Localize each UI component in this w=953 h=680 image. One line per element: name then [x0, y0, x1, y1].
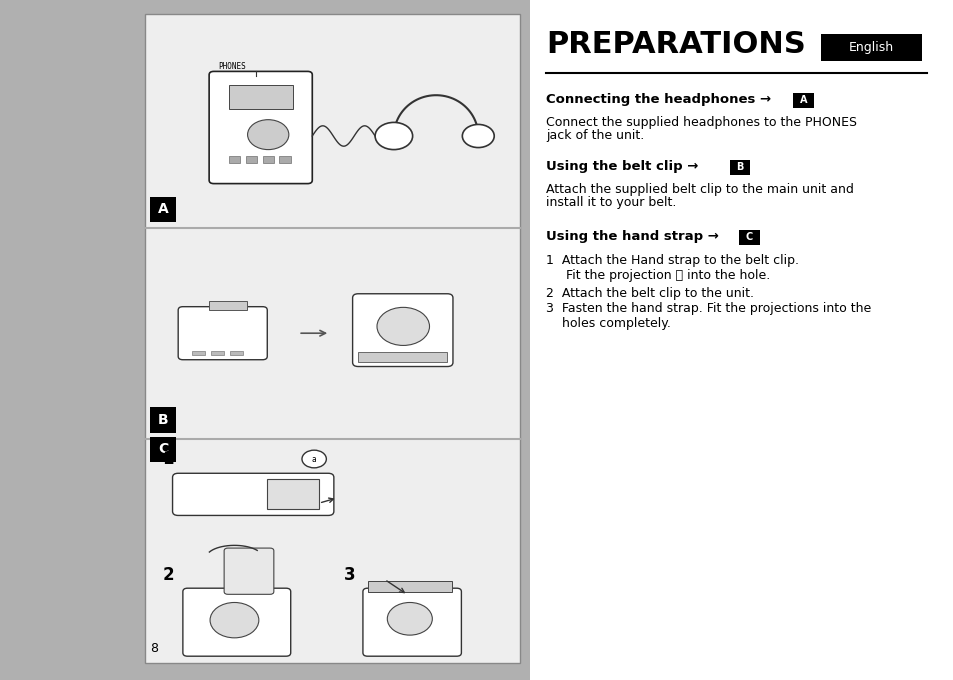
Text: Using the hand strap →: Using the hand strap → [545, 230, 722, 243]
Text: 1  Attach the Hand strap to the belt clip.: 1 Attach the Hand strap to the belt clip… [545, 254, 798, 267]
Bar [150, 197, 176, 222]
Circle shape [462, 124, 494, 148]
Text: PREPARATIONS: PREPARATIONS [545, 30, 804, 58]
Circle shape [387, 602, 432, 635]
Bar [739, 230, 759, 245]
FancyBboxPatch shape [172, 473, 334, 515]
FancyBboxPatch shape [183, 588, 291, 656]
Text: C: C [158, 443, 168, 456]
Text: Fit the projection ⓐ into the hole.: Fit the projection ⓐ into the hole. [545, 269, 769, 282]
Text: PHONES: PHONES [218, 62, 246, 71]
Text: 3  Fasten the hand strap. Fit the projections into the: 3 Fasten the hand strap. Fit the project… [545, 302, 870, 316]
Bar [211, 351, 224, 355]
Circle shape [302, 450, 326, 468]
Text: a: a [312, 454, 316, 464]
FancyBboxPatch shape [224, 548, 274, 594]
Text: 2: 2 [162, 566, 173, 583]
Bar [262, 156, 274, 163]
Bar [150, 407, 176, 433]
Circle shape [376, 307, 429, 345]
Bar [793, 93, 813, 108]
Bar [358, 352, 447, 362]
Text: B: B [157, 413, 169, 427]
Bar [193, 351, 205, 355]
Circle shape [248, 120, 289, 150]
Text: jack of the unit.: jack of the unit. [545, 129, 643, 143]
Text: Attach the supplied belt clip to the main unit and: Attach the supplied belt clip to the mai… [545, 182, 853, 196]
Bar [145, 14, 520, 663]
FancyBboxPatch shape [209, 71, 312, 184]
Text: English: English [848, 41, 893, 54]
Bar [229, 156, 240, 163]
Bar [729, 160, 749, 175]
Circle shape [210, 602, 258, 638]
Bar [246, 156, 256, 163]
Text: Connecting the headphones →: Connecting the headphones → [545, 93, 775, 107]
Text: Using the belt clip →: Using the belt clip → [545, 160, 702, 173]
Bar [229, 85, 293, 109]
Bar [367, 581, 452, 592]
Text: install it to your belt.: install it to your belt. [545, 196, 676, 209]
Text: B: B [736, 162, 742, 171]
Text: A: A [157, 203, 169, 216]
FancyBboxPatch shape [353, 294, 453, 367]
FancyBboxPatch shape [362, 588, 461, 656]
Text: holes completely.: holes completely. [545, 317, 670, 330]
Bar [820, 34, 921, 61]
Bar [150, 437, 176, 462]
Circle shape [375, 122, 413, 150]
Text: 3: 3 [344, 566, 355, 583]
Text: A: A [800, 95, 806, 105]
Text: Connect the supplied headphones to the PHONES: Connect the supplied headphones to the P… [545, 116, 856, 129]
Bar [267, 479, 318, 509]
Bar [230, 351, 243, 355]
Text: 8: 8 [150, 642, 158, 655]
FancyBboxPatch shape [178, 307, 267, 360]
Text: 2  Attach the belt clip to the unit.: 2 Attach the belt clip to the unit. [545, 287, 753, 301]
Bar [279, 156, 291, 163]
Text: C: C [745, 232, 752, 241]
Bar [0, 0, 529, 680]
Bar [209, 301, 247, 310]
Text: 1: 1 [162, 450, 173, 468]
